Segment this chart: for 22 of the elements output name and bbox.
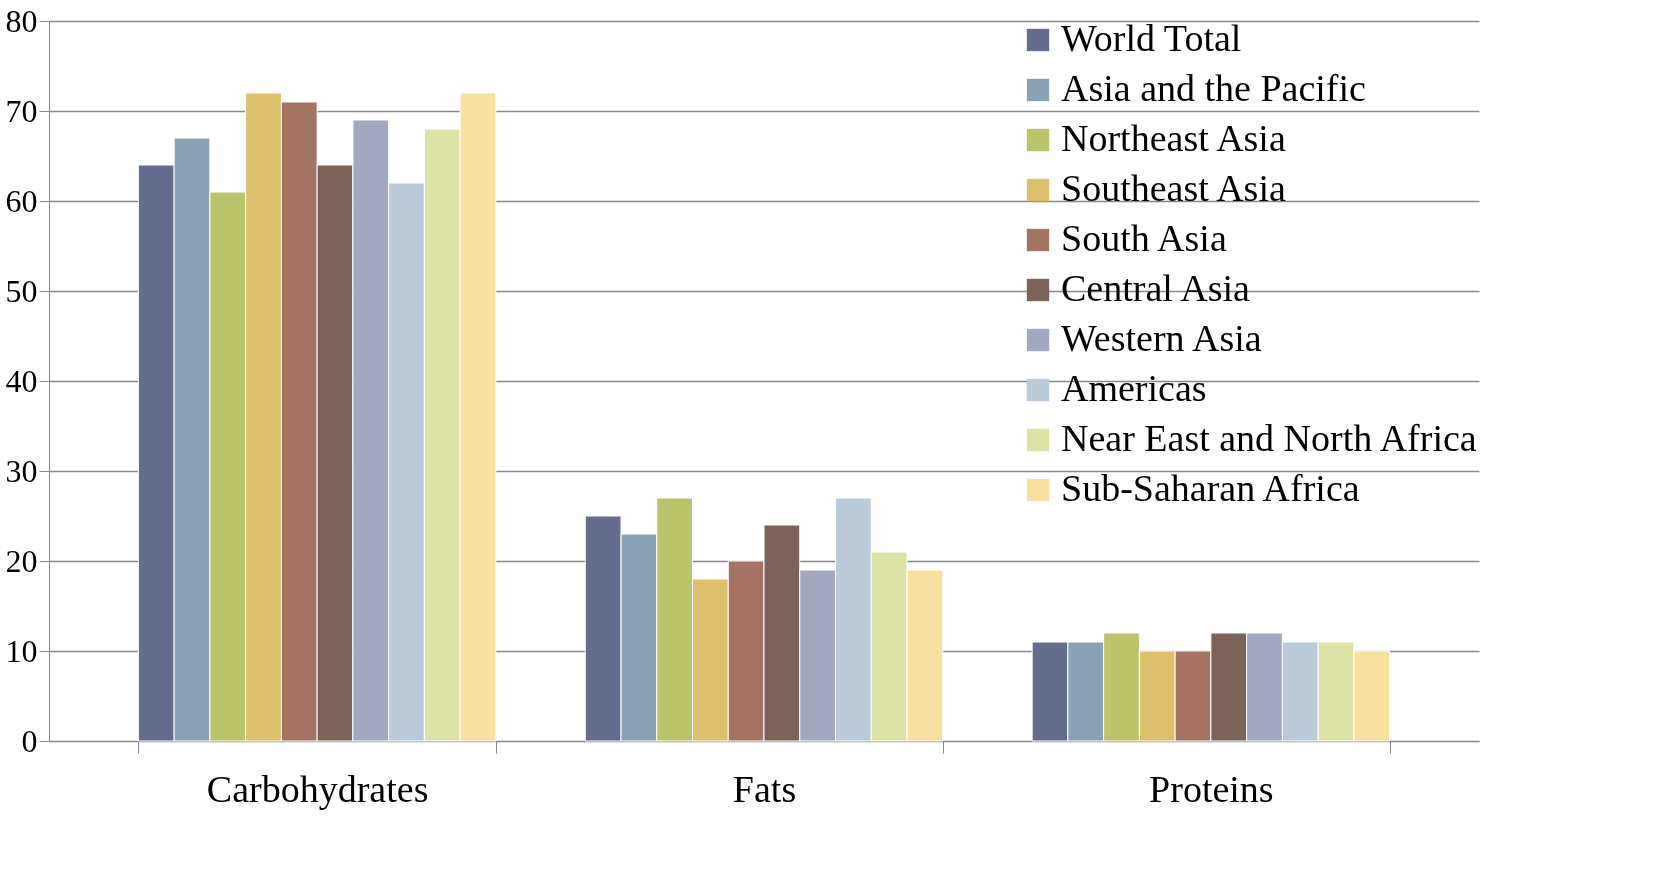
legend-label: Southeast Asia	[1061, 167, 1286, 209]
x-tick-label: Proteins	[1149, 767, 1274, 810]
legend-label: Western Asia	[1061, 317, 1262, 359]
x-tick-label: Fats	[732, 767, 797, 810]
y-tick-label: 20	[5, 542, 38, 579]
legend-label: South Asia	[1061, 217, 1227, 259]
x-tick-label: Carbohydrates	[206, 767, 429, 810]
y-tick-label: 70	[5, 92, 38, 129]
legend-label: Northeast Asia	[1061, 117, 1286, 159]
y-tick-label: 80	[5, 2, 38, 39]
legend-label: Sub-Saharan Africa	[1061, 467, 1360, 509]
legend-label: Americas	[1061, 367, 1207, 409]
legend-label: Near East and North Africa	[1061, 417, 1477, 459]
legend-label: World Total	[1061, 17, 1242, 59]
y-tick-label: 60	[5, 182, 38, 219]
y-tick-label: 0	[21, 722, 38, 759]
y-tick-label: 30	[5, 452, 38, 489]
y-tick-label: 40	[5, 362, 38, 399]
y-tick-label: 50	[5, 272, 38, 309]
legend-label: Asia and the Pacific	[1061, 67, 1366, 109]
y-tick-label: 10	[5, 632, 38, 669]
legend-label: Central Asia	[1061, 267, 1251, 309]
